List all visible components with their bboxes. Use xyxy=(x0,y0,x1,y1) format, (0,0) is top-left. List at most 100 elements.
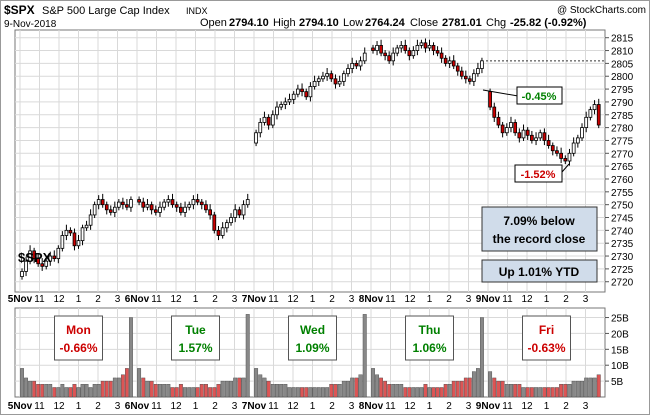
volume-bar xyxy=(320,387,325,398)
candle-down xyxy=(195,199,200,203)
x-tick-label: 2 xyxy=(563,294,569,305)
annotation-drop-prev-close: -0.45% xyxy=(482,86,563,105)
candle-up xyxy=(241,204,246,216)
volume-bar xyxy=(291,387,296,398)
candle-down xyxy=(525,129,530,136)
price-tick-label: 2720 xyxy=(611,278,634,289)
x-tick-label: 11 xyxy=(151,401,162,412)
volume-bar xyxy=(439,387,444,398)
volume-bar xyxy=(571,380,576,398)
volume-bar xyxy=(304,387,309,398)
candle-up xyxy=(129,199,133,208)
x-tick-label: 12 xyxy=(53,294,65,305)
x-tick-label: 8Nov xyxy=(359,401,384,412)
volume-bar xyxy=(431,387,436,398)
ytd-box: Up 1.01% YTD xyxy=(481,259,598,283)
candle-up xyxy=(80,227,85,242)
candle-down xyxy=(559,152,563,159)
x-tick-label: 12 xyxy=(521,294,533,305)
candle-up xyxy=(521,129,526,139)
volume-bar xyxy=(158,384,162,398)
volume-bar xyxy=(212,387,217,398)
volume-bar xyxy=(229,380,233,398)
candle-up xyxy=(112,206,117,213)
volume-bar xyxy=(567,384,572,398)
candle-down xyxy=(149,204,154,211)
volume-bar xyxy=(399,384,404,398)
volume-bar xyxy=(337,384,342,398)
volume-bar xyxy=(504,384,509,398)
candle-up xyxy=(399,45,404,49)
volume-y-axis: 5B 10B 15B 20B 25B xyxy=(605,314,629,388)
candle-up xyxy=(588,109,593,118)
candle-down xyxy=(72,232,77,247)
volume-bar xyxy=(112,377,117,398)
candle-down xyxy=(300,88,304,93)
x-tick-label: 12 xyxy=(521,401,533,412)
candle-down xyxy=(68,229,73,234)
candle-down xyxy=(174,204,179,208)
x-tick-label: 1 xyxy=(544,294,550,305)
price-tick-label: 2785 xyxy=(611,111,634,122)
candle-down xyxy=(104,204,109,211)
x-tick-label: 1 xyxy=(310,294,316,305)
x-tick-label: 12 xyxy=(287,401,299,412)
high-label: High xyxy=(273,17,296,29)
candle-up xyxy=(346,68,350,75)
day-box-day: Wed xyxy=(300,323,325,337)
x-tick-label: 6Nov xyxy=(125,401,150,412)
price-tick-label: 2755 xyxy=(611,188,634,199)
volume-bar xyxy=(178,384,183,398)
x-tick-label: 3 xyxy=(232,401,238,412)
candle-down xyxy=(32,250,36,260)
candle-up xyxy=(308,86,313,98)
high-value: 2794.10 xyxy=(299,17,339,29)
candle-up xyxy=(411,50,416,57)
volume-bar xyxy=(354,377,359,398)
x-tick-label: 7Nov xyxy=(242,294,267,305)
volume-bar xyxy=(529,387,534,398)
volume-bar xyxy=(170,387,175,398)
volume-bar xyxy=(575,380,580,398)
candle-up xyxy=(64,229,69,236)
volume-bar xyxy=(463,377,468,398)
candle-up xyxy=(358,60,363,67)
day-box-frame xyxy=(522,315,571,361)
candle-up xyxy=(233,209,238,218)
volume-bar xyxy=(500,380,505,398)
volume-bar xyxy=(419,387,424,398)
price-panel-symbol: $SPX xyxy=(18,250,52,265)
price-candles xyxy=(20,38,601,280)
volume-bar xyxy=(312,387,317,398)
candle-down xyxy=(563,158,568,162)
volume-bars xyxy=(20,314,601,398)
x-tick-label: 2 xyxy=(95,294,101,305)
x-axis-bottom: 5Nov 11 12 1 2 3 6Nov 11 12 1 2 3 7Nov 11 12 1 2 3 8Nov 11 1… xyxy=(8,401,589,412)
volume-bar xyxy=(391,384,396,398)
candle-up xyxy=(258,122,263,134)
candle-down xyxy=(379,45,383,54)
volume-bar xyxy=(162,384,167,398)
candle-down xyxy=(329,73,334,80)
volume-bar xyxy=(346,380,350,398)
candle-up xyxy=(476,68,480,75)
candle-up xyxy=(245,199,250,206)
candle-up xyxy=(158,206,162,213)
day-box-thu: Thu 1.06% xyxy=(405,315,454,361)
candle-down xyxy=(542,132,547,141)
volume-bar xyxy=(488,371,493,398)
annotation-drop-from-high-text: -1.52% xyxy=(521,169,556,181)
volume-bar xyxy=(149,380,154,398)
candle-up xyxy=(504,127,509,134)
day-box-day: Fri xyxy=(539,323,554,337)
header-symbol: $SPX xyxy=(4,3,35,17)
x-tick-label: 2 xyxy=(329,401,335,412)
volume-bar xyxy=(266,380,271,398)
candle-down xyxy=(212,214,217,231)
volume-bar xyxy=(443,384,448,398)
volume-tick-label: 20B xyxy=(611,329,629,340)
x-tick-label: 11 xyxy=(151,294,162,305)
volume-bar xyxy=(76,387,81,398)
candle-up xyxy=(88,214,93,226)
volume-bar xyxy=(120,374,125,398)
